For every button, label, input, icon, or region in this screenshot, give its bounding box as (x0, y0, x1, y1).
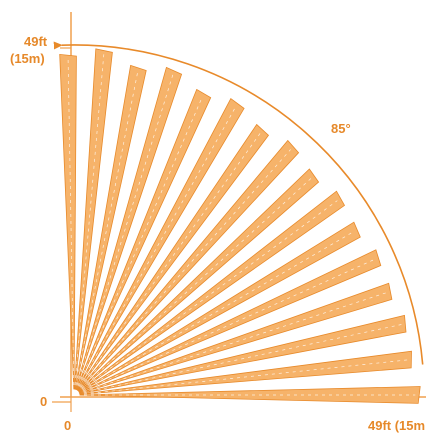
beam-7-a (75, 66, 183, 391)
beam-2-a (79, 314, 407, 395)
beam-1-b (79, 350, 412, 395)
angle-label: 85° (331, 121, 351, 136)
beam-3-b (78, 221, 361, 393)
beam-7-b (74, 64, 147, 390)
beam-5-b (76, 123, 270, 391)
beam-1-a (79, 386, 421, 404)
beam-8-b-centerline (67, 59, 75, 386)
beam-6-a-centerline (78, 106, 236, 387)
beam-1-b-centerline (83, 359, 408, 395)
x-range-label: 49ft (15m (368, 418, 425, 433)
beam-7-b-centerline (75, 71, 139, 386)
beam-4-b-centerline (81, 177, 312, 389)
beam-2-b (79, 282, 393, 394)
beam-2-a-centerline (83, 324, 402, 394)
beam-4-a (78, 190, 346, 393)
coverage-angle-arc (53, 41, 424, 365)
range-label-ft: 49ft (24, 34, 48, 49)
beam-8-a (73, 48, 113, 390)
beam-8-b (59, 53, 77, 390)
origin-label-x: 0 (64, 418, 71, 433)
beam-6-b (75, 88, 212, 390)
beam-5-b-centerline (79, 132, 261, 388)
beam-6-b-centerline (77, 96, 203, 386)
range-label-m: (15m) (10, 51, 45, 66)
beam-3-a (78, 249, 382, 394)
origin-label-y: 0 (40, 394, 47, 409)
detection-beams (59, 48, 421, 404)
beam-6-a (76, 98, 245, 391)
beam-7-a-centerline (76, 74, 174, 386)
beam-3-b-centerline (82, 231, 354, 391)
beam-4-b (77, 168, 320, 392)
beam-3-a-centerline (82, 258, 375, 392)
